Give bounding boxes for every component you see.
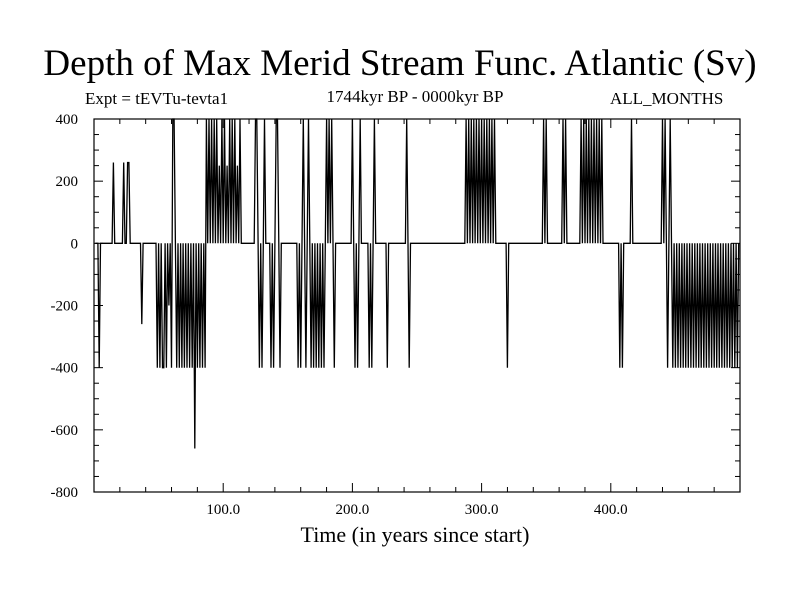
series-line-0 bbox=[95, 118, 740, 449]
axis-ticks bbox=[93, 118, 741, 493]
y-tick-label: 0 bbox=[71, 236, 79, 252]
y-tick-label: -600 bbox=[51, 423, 79, 439]
x-tick-label: 400.0 bbox=[594, 502, 628, 518]
x-tick-label: 200.0 bbox=[336, 502, 370, 518]
x-tick-label: 100.0 bbox=[206, 502, 240, 518]
series-line-group bbox=[95, 118, 740, 449]
x-axis-label: Time (in years since start) bbox=[300, 522, 530, 547]
y-tick-label: 200 bbox=[56, 174, 79, 190]
axis-tick-labels: 400 200 0 -200 -400 -600 -800 100.0 200.0 300.0 40… bbox=[51, 112, 628, 518]
y-tick-label: -200 bbox=[51, 299, 79, 315]
x-tick-label: 300.0 bbox=[465, 502, 499, 518]
y-tick-label: -400 bbox=[51, 361, 79, 377]
months-label: ALL_MONTHS bbox=[610, 89, 724, 108]
y-tick-label: 400 bbox=[56, 112, 79, 128]
y-tick-label: -800 bbox=[51, 485, 79, 501]
chart-title: Depth of Max Merid Stream Func. Atlantic… bbox=[43, 43, 757, 84]
experiment-label: Expt = tEVTu-tevta1 bbox=[85, 89, 229, 108]
chart-subtitle: 1744kyr BP - 0000kyr BP bbox=[326, 87, 504, 106]
